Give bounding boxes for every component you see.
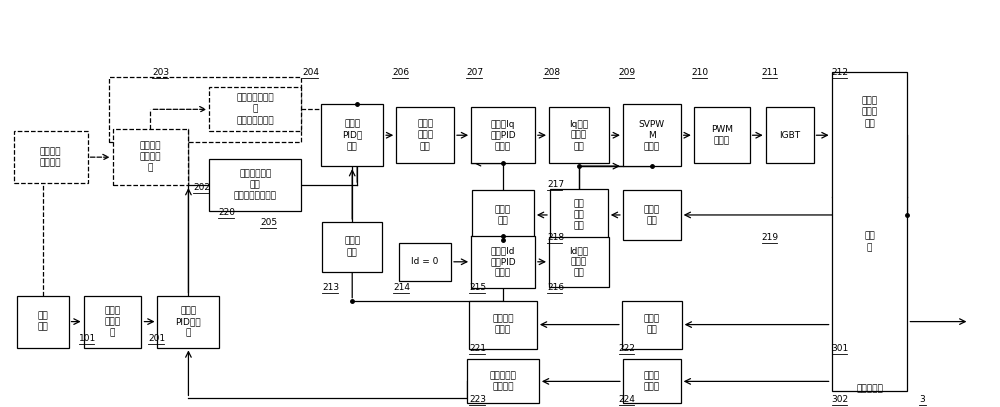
- Text: 221: 221: [469, 344, 486, 354]
- Text: Iq分量
输出限
幅器: Iq分量 输出限 幅器: [569, 120, 588, 151]
- Text: Id = 0: Id = 0: [411, 257, 439, 266]
- FancyBboxPatch shape: [623, 190, 681, 240]
- Text: 位置环
PID调节
器: 位置环 PID调节 器: [176, 306, 201, 337]
- FancyBboxPatch shape: [550, 189, 608, 241]
- FancyBboxPatch shape: [623, 104, 681, 166]
- FancyBboxPatch shape: [399, 243, 451, 281]
- Text: 216: 216: [547, 283, 564, 292]
- Text: 控制指
令限幅
器: 控制指 令限幅 器: [104, 306, 121, 337]
- Text: 电流传
感器: 电流传 感器: [644, 205, 660, 225]
- FancyBboxPatch shape: [469, 301, 537, 348]
- FancyBboxPatch shape: [766, 107, 814, 163]
- Text: 207: 207: [466, 68, 483, 77]
- Text: 速度环
PID调
节器: 速度环 PID调 节器: [342, 120, 362, 151]
- FancyBboxPatch shape: [832, 72, 907, 392]
- FancyBboxPatch shape: [209, 88, 301, 131]
- Text: 301: 301: [832, 344, 849, 354]
- FancyBboxPatch shape: [113, 129, 188, 185]
- FancyBboxPatch shape: [549, 107, 609, 163]
- Text: 线位移
传感器: 线位移 传感器: [644, 371, 660, 392]
- Text: 202: 202: [193, 183, 210, 192]
- Text: 机电作动器: 机电作动器: [856, 384, 883, 393]
- Text: 215: 215: [469, 283, 486, 292]
- Text: 永磁同
步电机
电机: 永磁同 步电机 电机: [861, 97, 878, 128]
- Text: 相电
流采
样器: 相电 流采 样器: [574, 199, 584, 230]
- Text: 204: 204: [302, 68, 319, 77]
- Text: 位置环输出限幅
器
（慢速限幅器）: 位置环输出限幅 器 （慢速限幅器）: [237, 94, 274, 125]
- Text: 位置环输出限
幅器
（正常值限幅器）: 位置环输出限 幅器 （正常值限幅器）: [234, 169, 277, 201]
- Text: 217: 217: [547, 180, 564, 189]
- Text: 101: 101: [79, 333, 96, 343]
- Text: 212: 212: [832, 68, 849, 77]
- Text: 201: 201: [148, 333, 166, 343]
- Text: 223: 223: [469, 395, 486, 404]
- Text: 3: 3: [919, 395, 925, 404]
- Text: 转速解
算器: 转速解 算器: [344, 237, 360, 257]
- Text: 210: 210: [692, 68, 709, 77]
- Text: 执行机构位
置解算器: 执行机构位 置解算器: [490, 371, 516, 392]
- Text: 控制指令
类型判断: 控制指令 类型判断: [40, 147, 61, 167]
- Text: 218: 218: [547, 233, 564, 242]
- Text: 203: 203: [152, 68, 170, 77]
- FancyBboxPatch shape: [84, 295, 141, 348]
- Text: 213: 213: [322, 283, 339, 292]
- FancyBboxPatch shape: [17, 295, 69, 348]
- Text: 208: 208: [543, 68, 560, 77]
- FancyBboxPatch shape: [472, 190, 534, 240]
- Text: 作动
杆: 作动 杆: [864, 232, 875, 252]
- FancyBboxPatch shape: [209, 159, 301, 211]
- Text: Id分量
输出限
幅器: Id分量 输出限 幅器: [569, 246, 588, 278]
- Text: 224: 224: [619, 395, 636, 404]
- Text: 速度环
输出限
幅器: 速度环 输出限 幅器: [417, 120, 433, 151]
- Text: 219: 219: [762, 233, 779, 242]
- Text: 控制
指令: 控制 指令: [37, 311, 48, 332]
- Text: 222: 222: [619, 344, 636, 354]
- FancyBboxPatch shape: [471, 107, 535, 163]
- Text: 211: 211: [762, 68, 779, 77]
- Text: PWM
生成器: PWM 生成器: [711, 125, 733, 145]
- Text: 302: 302: [832, 395, 849, 404]
- Text: 205: 205: [260, 218, 277, 227]
- FancyBboxPatch shape: [396, 107, 454, 163]
- FancyBboxPatch shape: [471, 236, 535, 288]
- FancyBboxPatch shape: [622, 301, 682, 348]
- Text: IGBT: IGBT: [779, 131, 800, 140]
- Text: 206: 206: [392, 68, 409, 77]
- Text: 坐标转
换器: 坐标转 换器: [495, 205, 511, 225]
- Text: 旋转变
压器: 旋转变 压器: [644, 315, 660, 335]
- Text: 209: 209: [619, 68, 636, 77]
- FancyBboxPatch shape: [467, 359, 539, 403]
- FancyBboxPatch shape: [549, 237, 609, 287]
- FancyBboxPatch shape: [14, 131, 88, 183]
- Text: 220: 220: [218, 208, 235, 217]
- FancyBboxPatch shape: [321, 104, 383, 166]
- Text: 电流环Iq
分量PID
调节器: 电流环Iq 分量PID 调节器: [490, 120, 516, 151]
- Text: 214: 214: [393, 283, 410, 292]
- Text: SVPW
M
计算器: SVPW M 计算器: [639, 120, 665, 151]
- Text: 位置环输
出限幅开
关: 位置环输 出限幅开 关: [140, 142, 161, 173]
- Text: 转子角度
解算器: 转子角度 解算器: [492, 315, 514, 335]
- FancyBboxPatch shape: [157, 295, 219, 348]
- FancyBboxPatch shape: [694, 107, 750, 163]
- FancyBboxPatch shape: [623, 359, 681, 403]
- Text: 电流环Id
分量PID
调节器: 电流环Id 分量PID 调节器: [490, 246, 516, 278]
- FancyBboxPatch shape: [322, 222, 382, 272]
